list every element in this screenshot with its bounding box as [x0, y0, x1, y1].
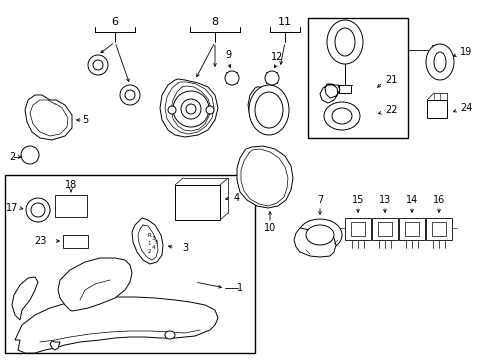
Text: 5: 5 [154, 239, 158, 244]
Bar [338, 85, 350, 93]
Bar [398, 218, 424, 240]
Text: 10: 10 [264, 223, 276, 233]
Text: 3: 3 [182, 243, 188, 253]
Bar [426, 100, 446, 118]
Ellipse shape [164, 331, 175, 339]
Text: 4: 4 [151, 244, 154, 249]
Ellipse shape [305, 225, 333, 245]
Text: 1: 1 [147, 240, 150, 246]
Bar [307, 18, 407, 138]
Ellipse shape [205, 106, 214, 114]
Ellipse shape [181, 99, 201, 119]
Text: 17: 17 [6, 203, 18, 213]
Text: R: R [147, 233, 151, 238]
Bar [350, 222, 364, 236]
Text: 21: 21 [384, 75, 397, 85]
Ellipse shape [173, 91, 208, 127]
Text: 19: 19 [459, 47, 471, 57]
Ellipse shape [331, 108, 351, 124]
Text: 22: 22 [384, 105, 397, 115]
Bar [55, 195, 87, 217]
Polygon shape [237, 146, 292, 208]
Text: 16: 16 [432, 195, 444, 205]
Ellipse shape [334, 28, 354, 56]
Bar [345, 218, 370, 240]
Polygon shape [50, 341, 60, 350]
Ellipse shape [248, 85, 288, 135]
Bar [431, 222, 445, 236]
Ellipse shape [185, 104, 196, 114]
Ellipse shape [120, 85, 140, 105]
Text: 14: 14 [405, 195, 417, 205]
Polygon shape [58, 258, 132, 311]
Text: 5: 5 [81, 115, 88, 125]
Text: 7: 7 [316, 195, 323, 205]
Text: 3: 3 [151, 235, 154, 240]
Ellipse shape [21, 146, 39, 164]
Polygon shape [247, 87, 287, 131]
Text: 1: 1 [237, 283, 243, 293]
Ellipse shape [254, 92, 283, 128]
Ellipse shape [26, 198, 50, 222]
Polygon shape [132, 218, 163, 264]
Ellipse shape [224, 71, 239, 85]
Text: 8: 8 [211, 17, 218, 27]
Text: 18: 18 [65, 180, 77, 190]
Ellipse shape [297, 219, 341, 251]
Polygon shape [12, 277, 38, 320]
Polygon shape [293, 228, 335, 257]
Text: 24: 24 [459, 103, 471, 113]
Ellipse shape [433, 52, 445, 72]
Polygon shape [15, 297, 218, 353]
Text: 4: 4 [233, 193, 240, 203]
Bar [63, 235, 88, 248]
Text: 9: 9 [224, 50, 231, 60]
Polygon shape [319, 84, 339, 103]
Text: 6: 6 [111, 17, 118, 27]
Bar [5, 175, 254, 353]
Text: 11: 11 [278, 17, 291, 27]
Bar [404, 222, 418, 236]
Ellipse shape [31, 203, 45, 217]
Polygon shape [160, 79, 218, 137]
Ellipse shape [324, 102, 359, 130]
Bar [425, 218, 451, 240]
Text: 23: 23 [34, 236, 46, 246]
Bar [175, 185, 220, 220]
Text: 2: 2 [147, 248, 150, 253]
Text: 12: 12 [270, 52, 283, 62]
Text: 20: 20 [429, 45, 442, 55]
Ellipse shape [326, 20, 362, 64]
Text: 15: 15 [351, 195, 364, 205]
Ellipse shape [168, 106, 176, 114]
Polygon shape [25, 95, 72, 140]
Ellipse shape [88, 55, 108, 75]
Text: 2: 2 [9, 152, 15, 162]
Bar [371, 218, 397, 240]
Ellipse shape [264, 71, 279, 85]
Bar [377, 222, 391, 236]
Text: 13: 13 [378, 195, 390, 205]
Ellipse shape [425, 44, 453, 80]
